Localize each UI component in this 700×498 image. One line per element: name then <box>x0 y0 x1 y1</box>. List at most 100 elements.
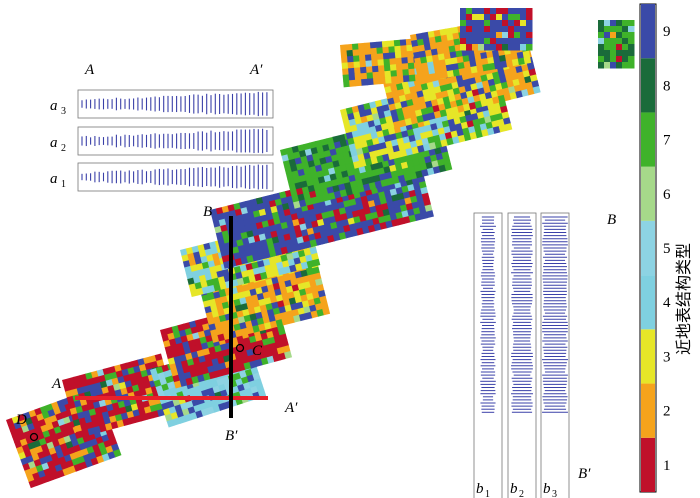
mosaic-cell <box>508 14 515 21</box>
mosaic-cell <box>363 127 372 136</box>
mosaic-cell <box>182 389 191 398</box>
mosaic-cell <box>330 221 338 230</box>
mosaic-cell <box>250 341 259 350</box>
mosaic-cell <box>407 208 416 217</box>
mosaic-cell <box>257 260 265 268</box>
mosaic-cell <box>278 281 287 290</box>
mosaic-cell <box>449 51 458 59</box>
mosaic-cell <box>271 236 280 245</box>
mosaic-cell <box>402 69 410 77</box>
mosaic-cell <box>432 80 441 88</box>
mosaic-cell <box>604 44 611 51</box>
mosaic-cell <box>84 459 94 468</box>
mosaic-cell <box>275 319 284 327</box>
mosaic-cell <box>326 136 335 145</box>
mosaic-cell <box>322 307 331 316</box>
mosaic-cell <box>306 227 315 236</box>
inset-b-top-label: B <box>607 212 616 228</box>
mosaic-cell <box>280 287 288 295</box>
mosaic-cell <box>396 168 405 177</box>
mosaic-cell <box>478 20 485 27</box>
mosaic-cell <box>490 8 497 15</box>
mosaic-cell <box>455 99 464 107</box>
mosaic-cell <box>103 439 112 449</box>
mosaic-cell <box>140 369 149 378</box>
mosaic-cell <box>208 323 217 332</box>
mosaic-cell <box>245 320 253 329</box>
mosaic-cell <box>526 26 533 33</box>
mosaic-cell <box>35 464 45 473</box>
mosaic-cell <box>202 300 211 308</box>
colorbar-swatch <box>641 4 655 59</box>
mosaic-cell <box>440 34 449 43</box>
mosaic-cell <box>37 451 46 460</box>
mosaic-cell <box>397 113 406 122</box>
mosaic-cell <box>127 367 136 375</box>
mosaic-cell <box>268 314 277 323</box>
mosaic-cell <box>490 90 499 99</box>
mosaic-cell <box>267 243 276 252</box>
mosaic-cell <box>452 136 460 145</box>
mosaic-cell <box>280 221 289 230</box>
mosaic-cell <box>394 45 402 53</box>
mosaic-cell <box>526 8 533 15</box>
mosaic-cell <box>357 208 366 217</box>
b-panel-sub: 2 <box>519 489 524 498</box>
mosaic-cell <box>436 121 444 130</box>
mosaic-cell <box>239 225 247 234</box>
mosaic-cell <box>355 122 364 131</box>
mosaic-cell <box>414 213 423 221</box>
colorbar-tick-label: 3 <box>663 349 671 365</box>
mosaic-cell <box>526 62 535 71</box>
mosaic-cell <box>271 301 280 310</box>
mosaic-cell <box>529 74 538 83</box>
mosaic-cell <box>404 197 413 205</box>
mosaic-cell <box>264 207 273 216</box>
mosaic-cell <box>441 151 450 160</box>
mosaic-cell <box>118 381 127 390</box>
mosaic-cell <box>502 38 509 45</box>
mosaic-cell <box>211 277 220 286</box>
mosaic-cell <box>280 196 289 205</box>
mosaic-cell <box>434 140 443 149</box>
mosaic-cell <box>396 192 405 201</box>
mosaic-cell <box>283 233 292 242</box>
mosaic-cell <box>448 45 457 53</box>
mosaic-cell <box>403 112 412 120</box>
mosaic-cell <box>218 243 227 252</box>
mosaic-cell <box>74 424 83 433</box>
mosaic-cell <box>101 411 110 420</box>
mosaic-cell <box>405 154 414 163</box>
mosaic-cell <box>191 398 200 407</box>
mosaic-cell <box>172 417 181 426</box>
mosaic-cell <box>93 425 102 434</box>
mosaic-cell <box>300 294 309 303</box>
mosaic-cell <box>377 65 385 73</box>
mosaic-cell <box>394 101 403 110</box>
mosaic-cell <box>197 268 206 277</box>
mosaic-cell <box>366 66 374 74</box>
mosaic-cell <box>435 41 444 50</box>
mosaic-cell <box>384 171 393 180</box>
mosaic-cell <box>616 62 623 69</box>
mosaic-cell <box>523 56 532 65</box>
mosaic-cell <box>276 229 285 237</box>
mosaic-cell <box>428 36 437 45</box>
mosaic-cell <box>520 38 527 45</box>
mosaic-cell <box>277 327 286 336</box>
mosaic-cell <box>520 14 527 21</box>
mosaic-cell <box>399 39 407 47</box>
mosaic-cell <box>316 308 325 317</box>
mosaic-cell <box>628 50 635 57</box>
mosaic-cell <box>335 147 344 155</box>
mosaic-cell <box>336 152 345 161</box>
mosaic-cell <box>57 418 66 427</box>
mosaic-cell <box>334 214 343 223</box>
mosaic-cell <box>257 389 267 398</box>
mosaic-cell <box>437 158 446 167</box>
mosaic-cell <box>76 386 85 395</box>
mosaic-cell <box>107 451 116 460</box>
mosaic-cell <box>67 427 76 436</box>
mosaic-cell <box>383 64 391 72</box>
